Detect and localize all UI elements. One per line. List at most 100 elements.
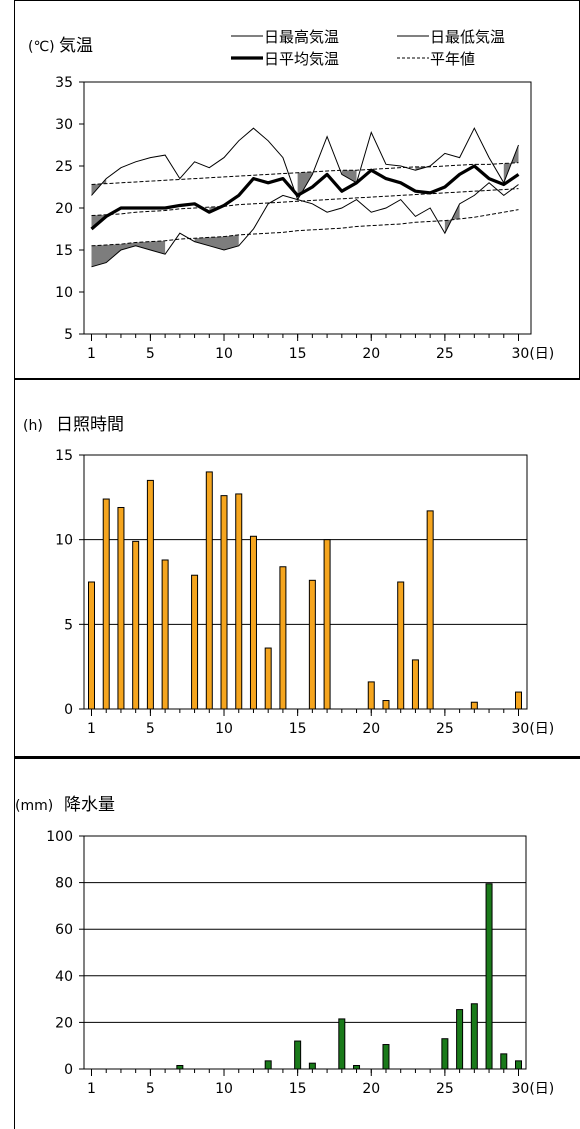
bar <box>382 700 390 710</box>
chart-title: 日照時間 <box>56 415 124 435</box>
legend-max-label: 日最高気温 <box>264 28 339 46</box>
avg-temp-line <box>90 164 520 231</box>
x-tick-label: 30(日) <box>512 721 555 737</box>
bar <box>161 559 169 710</box>
bar <box>397 581 405 710</box>
bar <box>205 471 213 710</box>
bar <box>235 493 243 710</box>
bar <box>220 495 228 710</box>
min-below-normal-shade <box>194 234 239 250</box>
bar <box>441 1038 449 1070</box>
legend-normal-label: 平年値 <box>430 50 475 68</box>
x-tick-label: 5 <box>146 346 155 362</box>
bar <box>88 581 95 710</box>
normal-line <box>91 188 519 217</box>
x-tick-label: 5 <box>146 721 155 737</box>
x-tick-label: 25 <box>436 721 454 737</box>
x-tick-label: 25 <box>436 346 454 362</box>
bar <box>456 1009 464 1070</box>
bar <box>353 1065 361 1070</box>
max-temp-line <box>91 127 519 201</box>
precipitation-panel: 0 20 40 60 80 100 1 5 10 15 20 25 30(日) (mm) 降水量 <box>14 756 580 1129</box>
normal-line <box>91 162 519 185</box>
bar <box>308 579 316 710</box>
bar <box>485 883 493 1070</box>
bar <box>500 1053 508 1070</box>
y-tick-label: 30 <box>55 117 73 133</box>
sunshine-panel: 0 5 10 15 1 5 10 15 20 25 30(日) (h) 日照時間 <box>14 378 580 756</box>
plot-area <box>84 836 526 1069</box>
y-tick-label: 15 <box>55 243 73 259</box>
bar <box>515 691 522 710</box>
y-tick-label: 40 <box>55 969 73 985</box>
bar <box>323 539 331 710</box>
y-tick-label: 20 <box>55 1015 73 1031</box>
plot-border <box>83 835 527 1070</box>
bar <box>470 1003 478 1070</box>
plot-border <box>83 454 528 710</box>
x-tick-label: 15 <box>289 346 307 362</box>
x-tick-label: 30(日) <box>512 1081 555 1097</box>
x-tick-label: 15 <box>289 721 307 737</box>
x-tick-label: 1 <box>87 346 96 362</box>
y-tick-label: 0 <box>64 702 73 718</box>
y-tick-label: 5 <box>64 617 73 633</box>
chart-title: 降水量 <box>64 795 115 815</box>
chart-unit: (h) <box>23 418 43 434</box>
x-tick-label: 30(日) <box>512 346 555 362</box>
x-tick-label: 15 <box>289 1081 307 1097</box>
chart-unit: (℃) <box>28 39 55 55</box>
normal-line <box>91 209 519 247</box>
bar <box>264 647 272 710</box>
y-tick-label: 60 <box>55 922 73 938</box>
bar <box>470 701 478 710</box>
bar <box>515 1060 522 1070</box>
y-tick-label: 10 <box>55 533 73 549</box>
x-tick-label: 1 <box>87 1081 96 1097</box>
y-tick-label: 5 <box>64 327 73 343</box>
y-tick-label: 15 <box>55 448 73 464</box>
x-tick-label: 5 <box>146 1081 155 1097</box>
x-tick-label: 20 <box>362 721 380 737</box>
legend-min-label: 日最低気温 <box>430 28 505 46</box>
min-temp-line <box>91 182 519 268</box>
x-tick-label: 20 <box>362 346 380 362</box>
temperature-panel: 5 10 15 20 25 30 35 1 5 10 15 20 25 30(日) (℃) 気温 日最高気温 日最… <box>14 0 580 378</box>
bar <box>279 566 287 710</box>
y-tick-label: 35 <box>55 75 73 91</box>
bar <box>264 1060 272 1070</box>
x-tick-label: 10 <box>215 721 233 737</box>
plot-area <box>84 455 527 709</box>
bar <box>191 574 199 710</box>
y-tick-label: 10 <box>55 285 73 301</box>
y-tick-label: 0 <box>64 1062 73 1078</box>
min-below-normal-shade <box>91 240 166 267</box>
bar <box>102 498 110 710</box>
bar <box>146 479 154 710</box>
legend-avg-label: 日平均気温 <box>264 50 339 68</box>
bar <box>249 535 257 710</box>
y-tick-label: 25 <box>55 159 73 175</box>
y-tick-label: 20 <box>55 201 73 217</box>
bar <box>132 540 140 710</box>
y-tick-label: 80 <box>55 876 73 892</box>
bar <box>426 510 434 710</box>
bar <box>338 1018 346 1070</box>
bar <box>294 1040 302 1070</box>
chart-title: 気温 <box>59 36 93 56</box>
x-tick-label: 1 <box>87 721 96 737</box>
bar <box>367 681 375 710</box>
x-tick-label: 10 <box>215 1081 233 1097</box>
x-tick-label: 20 <box>362 1081 380 1097</box>
chart-unit: (mm) <box>15 798 53 814</box>
bar <box>308 1062 316 1070</box>
y-tick-label: 100 <box>46 829 73 845</box>
max-below-normal-shade <box>341 170 357 183</box>
bar <box>176 1065 184 1070</box>
x-tick-label: 25 <box>436 1081 454 1097</box>
x-tick-label: 10 <box>215 346 233 362</box>
plot-border <box>83 81 532 335</box>
